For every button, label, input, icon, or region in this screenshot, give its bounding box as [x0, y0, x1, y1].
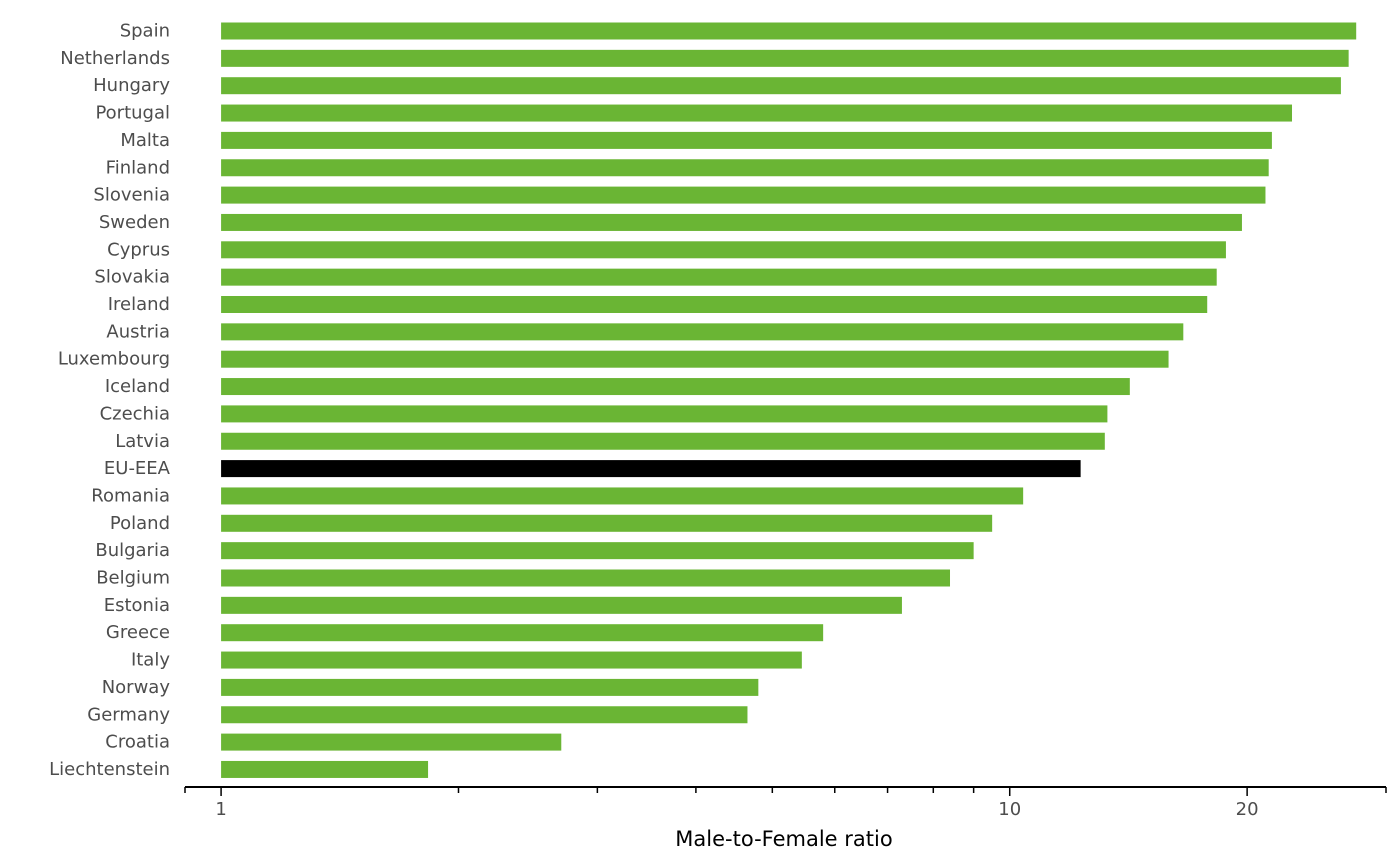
x-axis-title: Male-to-Female ratio [675, 827, 892, 851]
bar-sweden [221, 213, 1242, 231]
bar-netherlands [221, 49, 1349, 67]
category-label: Germany [87, 704, 170, 725]
category-label: Poland [110, 513, 170, 534]
category-label: Bulgaria [95, 540, 170, 561]
bar-greece [221, 624, 824, 642]
bar-italy [221, 651, 802, 669]
bar-estonia [221, 596, 902, 614]
x-tick-label: 1 [215, 799, 226, 820]
x-tick-label: 10 [998, 799, 1021, 820]
category-label: Estonia [104, 595, 170, 616]
category-label: Norway [102, 677, 171, 698]
bar-eu-eea [221, 460, 1081, 478]
category-label: Slovakia [94, 267, 170, 288]
category-label: EU-EEA [104, 458, 171, 479]
bar-malta [221, 131, 1272, 149]
bar-finland [221, 159, 1269, 177]
bar-czechia [221, 405, 1108, 423]
category-labels: Spain Netherlands Hungary Portugal Malta Finl… [49, 21, 171, 780]
category-label: Latvia [115, 431, 170, 452]
x-tick-label: 20 [1236, 799, 1259, 820]
bar-germany [221, 706, 748, 724]
category-label: Spain [120, 21, 170, 42]
category-label: Hungary [93, 75, 170, 96]
category-label: Netherlands [60, 48, 170, 69]
category-label: Romania [91, 485, 170, 506]
bar-bulgaria [221, 542, 974, 560]
category-label: Italy [131, 650, 170, 671]
bar-spain [221, 22, 1357, 40]
bar-croatia [221, 733, 562, 751]
category-label: Czechia [100, 403, 170, 424]
category-label: Iceland [105, 376, 170, 397]
bar-slovakia [221, 268, 1217, 286]
x-ticks: 1 10 20 [184, 787, 1387, 820]
bars-group [221, 22, 1357, 778]
bar-romania [221, 487, 1024, 505]
category-label: Malta [120, 130, 170, 151]
bar-luxembourg [221, 350, 1169, 368]
category-label: Ireland [108, 294, 170, 315]
category-label: Austria [106, 321, 170, 342]
category-label: Croatia [105, 732, 170, 753]
category-label: Cyprus [107, 239, 170, 260]
bar-hungary [221, 77, 1341, 95]
bar-cyprus [221, 241, 1226, 259]
x-axis: 1 10 20 [184, 786, 1387, 820]
category-label: Slovenia [93, 185, 170, 206]
bar-liechtenstein [221, 760, 429, 778]
category-label: Belgium [96, 568, 170, 589]
bar-portugal [221, 104, 1293, 122]
category-label: Finland [106, 157, 170, 178]
bar-latvia [221, 432, 1105, 450]
bar-belgium [221, 569, 951, 587]
category-label: Greece [106, 622, 170, 643]
category-label: Luxembourg [58, 349, 170, 370]
category-label: Portugal [95, 103, 170, 124]
category-label: Liechtenstein [49, 759, 170, 780]
bar-austria [221, 323, 1184, 341]
bar-iceland [221, 378, 1130, 396]
category-label: Sweden [99, 212, 170, 233]
bar-ireland [221, 296, 1208, 313]
bar-norway [221, 678, 759, 696]
bar-poland [221, 514, 993, 532]
bar-slovenia [221, 186, 1266, 204]
